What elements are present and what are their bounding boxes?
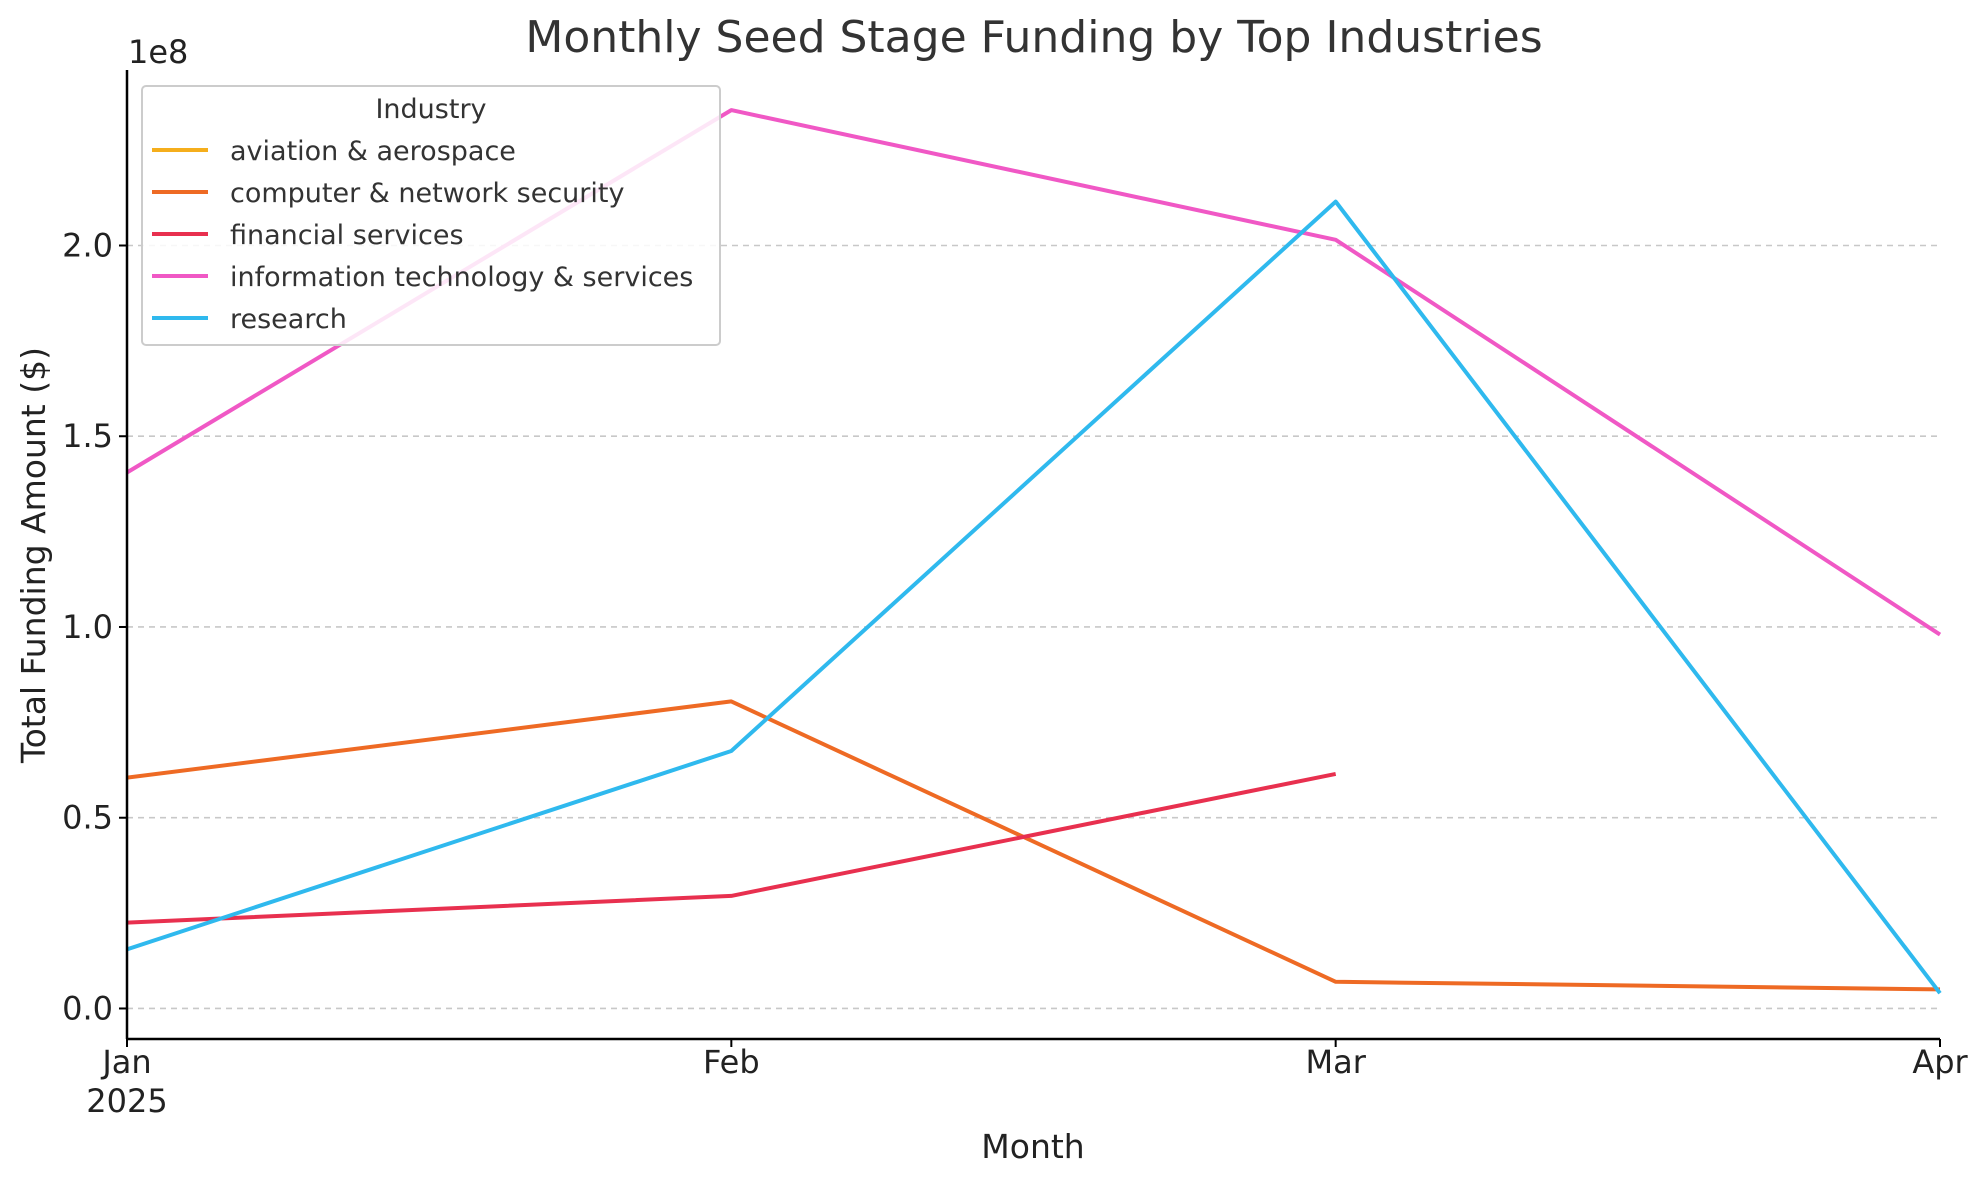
legend: Industry aviation & aerospace computer & … (141, 85, 721, 346)
x-tick-label: Mar (1305, 1043, 1366, 1081)
legend-label: aviation & aerospace (230, 136, 516, 167)
y-tick-label: 0.0 (62, 989, 113, 1027)
y-tick-label: 2.0 (62, 226, 113, 264)
chart-title: Monthly Seed Stage Funding by Top Indust… (525, 12, 1542, 63)
legend-label: financial services (230, 220, 464, 251)
series-line-financial-services (126, 771, 1337, 925)
legend-box (141, 85, 721, 346)
x-tick-label: Apr (1912, 1043, 1968, 1081)
legend-label: computer & network security (230, 178, 624, 209)
x-axis-ticks: Jan Feb Mar Apr (100, 1039, 1969, 1081)
legend-label: research (230, 304, 347, 335)
y-axis-label: Total Funding Amount ($) (14, 347, 53, 764)
series-line-research (126, 199, 1942, 995)
legend-items: aviation & aerospace computer & network s… (152, 136, 693, 335)
legend-label: information technology & services (230, 262, 693, 293)
y-tick-label: 0.5 (62, 799, 113, 837)
legend-item-information-technology-services: information technology & services (152, 262, 693, 293)
x-tick-label: Jan (100, 1043, 151, 1081)
series-lines (125, 108, 1942, 995)
grid (127, 244, 1940, 1010)
x-tick-year-label: 2025 (86, 1082, 167, 1120)
legend-item-computer-network-security: computer & network security (152, 178, 624, 209)
legend-item-financial-services: financial services (152, 220, 464, 251)
y-axis-ticks: 0.0 0.5 1.0 1.5 2.0 (62, 226, 127, 1027)
series-line-computer-network-security (126, 699, 1941, 992)
y-tick-label: 1.0 (62, 608, 113, 646)
legend-item-aviation-aerospace: aviation & aerospace (152, 136, 516, 167)
y-tick-label: 1.5 (62, 417, 113, 455)
legend-title: Industry (375, 94, 486, 125)
legend-item-research: research (152, 304, 347, 335)
x-axis-label: Month (981, 1127, 1084, 1166)
x-tick-label: Feb (703, 1043, 760, 1081)
y-axis-offset-label: 1e8 (128, 33, 188, 71)
